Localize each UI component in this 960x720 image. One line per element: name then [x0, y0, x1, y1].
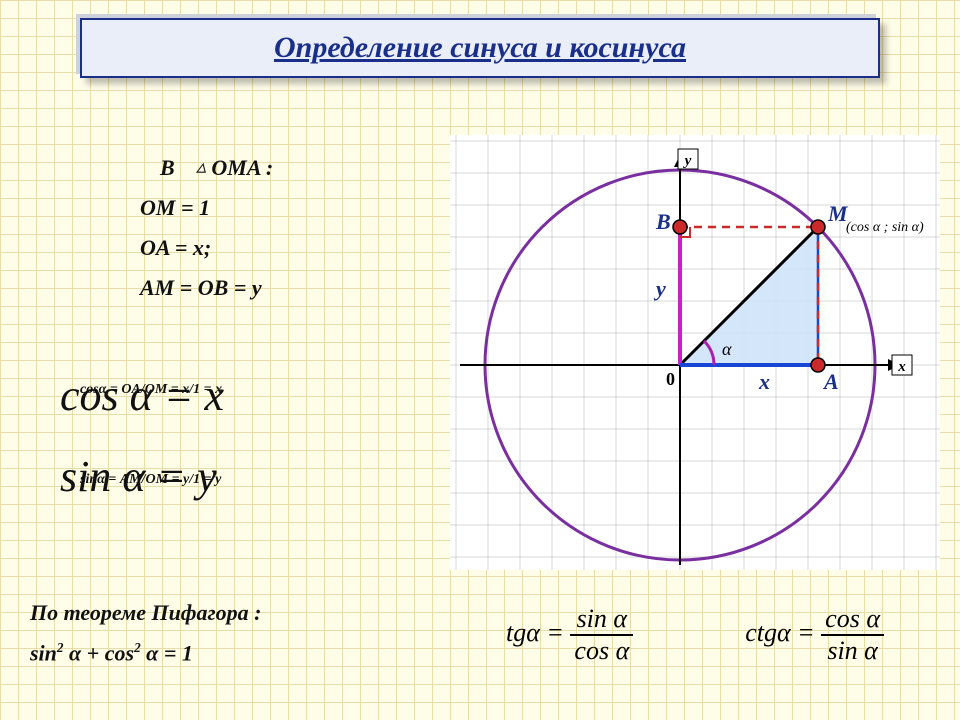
svg-text:(cos α ; sin α): (cos α ; sin α)	[846, 220, 924, 235]
sin-ratio-overlay: sinα = AM/OM = y/1 = y	[80, 472, 221, 488]
big-formula-block: cos α = x cosα = OA/OM = x/1 = x sin α =…	[60, 370, 460, 518]
om-equals: OM = 1	[140, 195, 440, 221]
svg-text:α: α	[722, 339, 732, 359]
ctg-num: cos α	[821, 604, 884, 636]
tg-den: cos α	[570, 636, 633, 666]
pythagoras-header: По теореме Пифагора :	[30, 600, 262, 626]
svg-text:y: y	[653, 276, 666, 301]
cos-ratio-overlay: cosα = OA/OM = x/1 = x	[80, 382, 222, 398]
tg-fraction: sin α cos α	[570, 604, 633, 666]
pythagoras-identity: sin2 α + cos2 α = 1	[30, 640, 193, 666]
unit-circle-diagram: xy0M(cos α ; sin α)BAxyα	[450, 135, 940, 570]
ctg-formula: ctgα = cos α sin α	[745, 604, 884, 666]
ctg-den: sin α	[821, 636, 884, 666]
id-sq1: 2	[57, 640, 64, 655]
title-box: Определение синуса и косинуса	[80, 18, 880, 78]
ctg-lhs: ctgα =	[745, 618, 814, 647]
am-equals: AM = OB = y	[140, 275, 440, 301]
tg-lhs: tgα =	[506, 618, 564, 647]
svg-text:x: x	[897, 359, 906, 375]
id-mid: α + cos	[64, 640, 135, 665]
id-sin: sin	[30, 640, 57, 665]
svg-text:A: A	[822, 369, 839, 394]
tg-formula: tgα = sin α cos α	[506, 604, 633, 666]
svg-text:B: B	[655, 209, 671, 234]
ctg-fraction: cos α sin α	[821, 604, 884, 666]
definitions-block: В △ OMA : OM = 1 OA = x; AM = OB = y	[60, 155, 440, 315]
triangle-icon: △	[197, 160, 206, 174]
svg-text:y: y	[683, 153, 692, 169]
title-text: Определение синуса и косинуса	[274, 31, 686, 65]
oa-equals: OA = x;	[140, 235, 440, 261]
diagram-svg: xy0M(cos α ; sin α)BAxyα	[450, 135, 940, 570]
tg-num: sin α	[570, 604, 633, 636]
triangle-header: В △ OMA :	[160, 155, 440, 181]
tan-cot-block: tgα = sin α cos α ctgα = cos α sin α	[450, 595, 940, 675]
id-post: α = 1	[141, 640, 193, 665]
svg-text:x: x	[758, 369, 770, 394]
id-sq2: 2	[134, 640, 141, 655]
svg-text:0: 0	[666, 369, 675, 389]
